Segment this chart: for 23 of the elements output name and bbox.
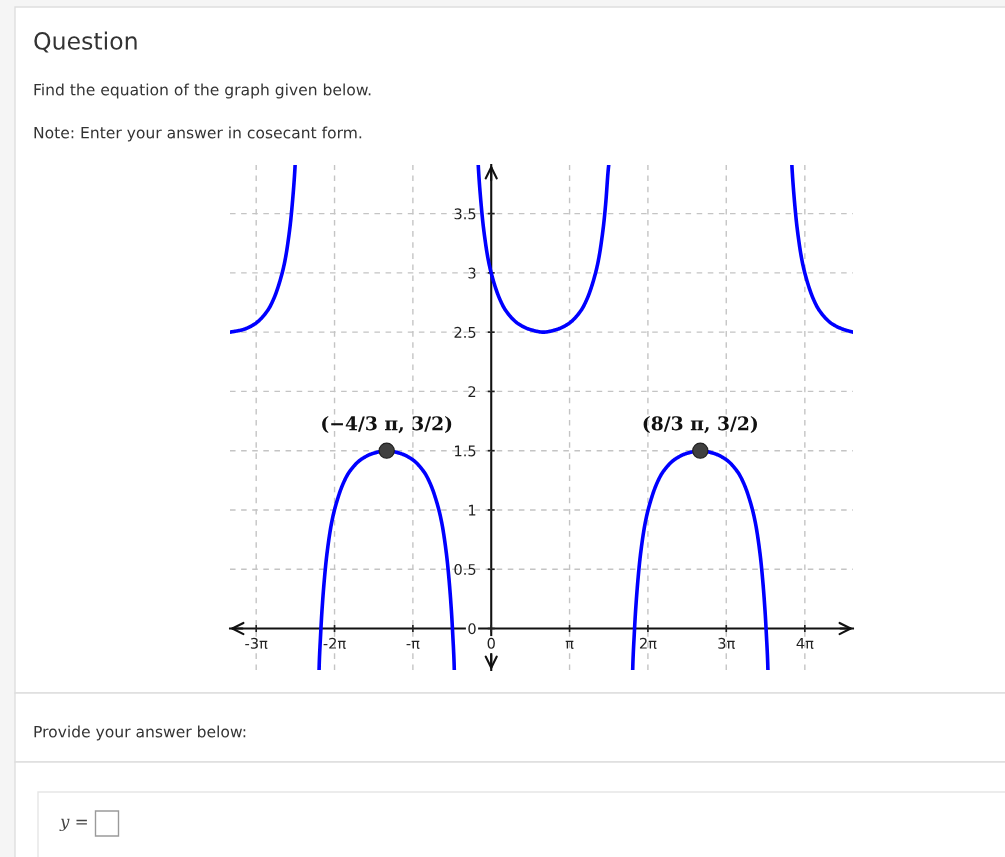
x-tick-label: 4π — [796, 637, 814, 649]
x-tick-label: 2π — [639, 637, 657, 649]
y-tick-label: 1 — [468, 504, 476, 516]
y-tick-label: 2.5 — [454, 326, 476, 338]
y-tick-label: 3.5 — [454, 208, 476, 220]
chart-subtitle: Find the equation of the graph given below. — [34, 83, 371, 99]
chart-title: Question — [34, 31, 137, 53]
text: Provide your answer below: — [34, 725, 246, 741]
text: Note: Enter your answer in cosecant form. — [34, 126, 362, 142]
annotation: (8/3 π, 3/2) — [643, 415, 757, 434]
annotation: (−4/3 π, 3/2) — [322, 415, 452, 434]
y-tick-label: 2 — [468, 386, 476, 397]
x-tick-label: -π — [406, 640, 420, 649]
y-tick-label: 3 — [468, 267, 476, 279]
text: y = — [59, 818, 87, 832]
y-tick-label: 0 — [468, 623, 476, 635]
x-tick-label: 3π — [718, 637, 735, 649]
x-tick-label: -3π — [245, 637, 268, 649]
y-tick-label: 1.5 — [455, 445, 476, 457]
x-tick-label: π — [565, 640, 574, 649]
x-tick-label: -2π — [323, 637, 346, 649]
y-tick-label: 0.5 — [454, 563, 476, 575]
x-tick-label: 0 — [487, 637, 495, 649]
